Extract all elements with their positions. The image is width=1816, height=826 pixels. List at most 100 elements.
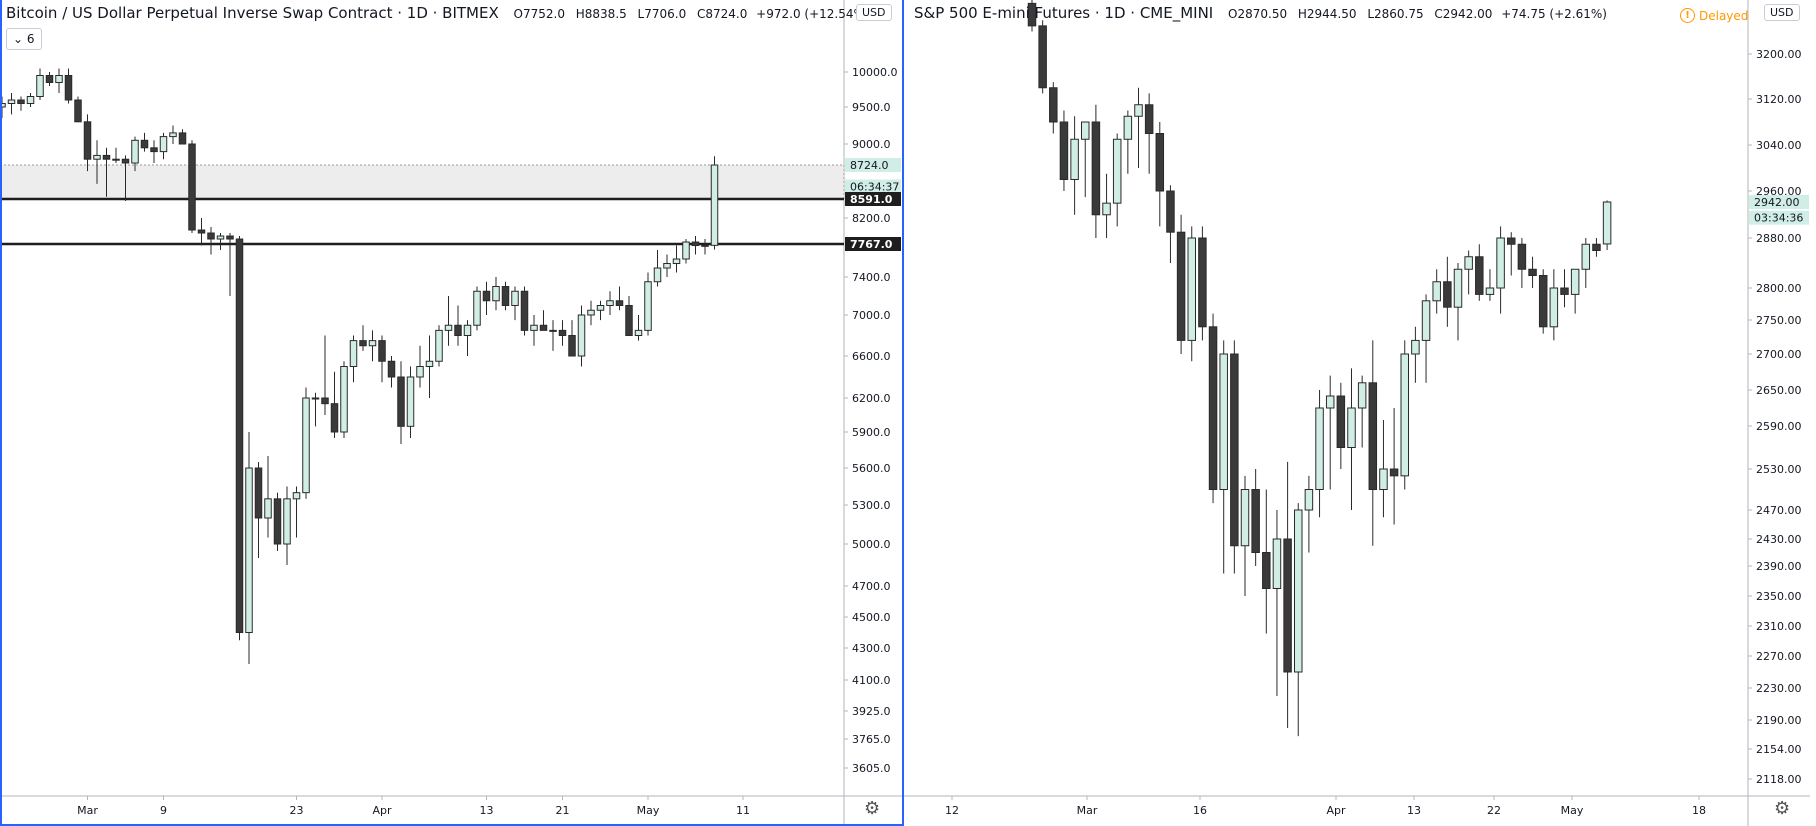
candle[interactable]: [596, 300, 605, 321]
candle[interactable]: [1262, 489, 1271, 634]
candle[interactable]: [1379, 420, 1388, 518]
candle[interactable]: [454, 305, 462, 346]
candle[interactable]: [273, 492, 282, 551]
candle[interactable]: [1475, 244, 1484, 301]
candle[interactable]: [1219, 340, 1228, 574]
candle[interactable]: [178, 129, 187, 145]
candle[interactable]: [1325, 375, 1335, 490]
candle[interactable]: [1549, 269, 1559, 341]
candle[interactable]: [530, 315, 538, 346]
candle[interactable]: [625, 296, 633, 336]
candle[interactable]: [1091, 104, 1101, 238]
candle[interactable]: [435, 325, 443, 367]
candle[interactable]: [159, 132, 168, 160]
candle[interactable]: [207, 227, 215, 255]
candle[interactable]: [701, 239, 709, 255]
candle[interactable]: [121, 155, 130, 201]
candle[interactable]: [1538, 269, 1548, 334]
candle[interactable]: [1485, 269, 1495, 301]
candle[interactable]: [311, 392, 320, 427]
candle[interactable]: [1251, 469, 1260, 566]
candle[interactable]: [1357, 375, 1367, 448]
candle[interactable]: [463, 320, 472, 356]
candle[interactable]: [473, 286, 481, 331]
candle[interactable]: [1421, 294, 1431, 383]
candle[interactable]: [0, 96, 6, 119]
candle[interactable]: [330, 371, 339, 438]
es-chart-canvas[interactable]: 3200.00 3120.00 3040.00 2960.00 2880.00 2800.…: [904, 0, 1816, 826]
candle[interactable]: [425, 335, 434, 399]
candle[interactable]: [682, 239, 690, 264]
price-label[interactable]: 8591.0: [845, 192, 901, 206]
candle[interactable]: [606, 291, 614, 315]
candle[interactable]: [188, 140, 196, 234]
candle[interactable]: [444, 296, 453, 346]
studies-toggle-button[interactable]: ⌄ 6: [6, 28, 42, 50]
candle[interactable]: [577, 305, 586, 367]
candle[interactable]: [359, 325, 367, 351]
candle[interactable]: [150, 140, 158, 164]
candle[interactable]: [492, 277, 500, 311]
candle[interactable]: [112, 147, 120, 164]
candle[interactable]: [1272, 510, 1282, 696]
candle[interactable]: [1208, 313, 1218, 504]
candle[interactable]: [226, 233, 234, 296]
candle[interactable]: [1038, 20, 1047, 94]
candle[interactable]: [1187, 226, 1196, 362]
candle[interactable]: [672, 245, 681, 273]
candle[interactable]: [1283, 461, 1292, 729]
candle[interactable]: [131, 136, 139, 172]
candle[interactable]: [1528, 256, 1537, 288]
candle[interactable]: [1155, 122, 1165, 227]
candle[interactable]: [1304, 475, 1314, 553]
candle[interactable]: [1123, 110, 1133, 174]
candle[interactable]: [1464, 250, 1473, 295]
candle[interactable]: [45, 72, 54, 86]
candle[interactable]: [710, 156, 719, 250]
candle[interactable]: [615, 286, 624, 311]
gear-icon[interactable]: ⚙: [864, 798, 881, 819]
candle[interactable]: [7, 93, 16, 115]
candle[interactable]: [653, 250, 662, 287]
candle[interactable]: [1166, 185, 1175, 263]
candle[interactable]: [1070, 116, 1079, 215]
candle[interactable]: [321, 335, 329, 416]
candle[interactable]: [245, 432, 253, 664]
es-chart-pane[interactable]: 3200.00 3120.00 3040.00 2960.00 2880.00 2800.…: [904, 0, 1816, 826]
candle[interactable]: [1198, 226, 1207, 341]
candle[interactable]: [634, 315, 643, 341]
candle[interactable]: [663, 254, 671, 277]
price-label[interactable]: 8724.0: [845, 158, 901, 172]
candle[interactable]: [1315, 390, 1324, 518]
candle[interactable]: [568, 320, 576, 357]
candle[interactable]: [644, 272, 652, 336]
candle[interactable]: [1049, 82, 1058, 134]
candle[interactable]: [539, 310, 548, 331]
candle[interactable]: [1059, 110, 1069, 192]
candle[interactable]: [558, 320, 567, 346]
candle[interactable]: [169, 125, 177, 145]
candle[interactable]: [83, 114, 92, 172]
candle[interactable]: [1134, 87, 1143, 168]
candle[interactable]: [416, 345, 424, 388]
candle[interactable]: [1592, 238, 1601, 257]
candle[interactable]: [397, 361, 405, 444]
candle[interactable]: [1443, 256, 1452, 327]
candle[interactable]: [1240, 475, 1250, 596]
candle[interactable]: [378, 335, 386, 383]
candle[interactable]: [368, 330, 377, 362]
candle[interactable]: [691, 236, 700, 255]
candle[interactable]: [501, 281, 510, 311]
candle[interactable]: [17, 96, 25, 111]
es-title[interactable]: S&P 500 E-mini Futures · 1D · CME_MINI: [914, 4, 1214, 22]
candle[interactable]: [1432, 269, 1441, 314]
price-label[interactable]: 06:34:37: [845, 179, 901, 194]
candle[interactable]: [482, 281, 491, 315]
candle[interactable]: [1496, 226, 1505, 314]
delayed-badge[interactable]: ! Delayed: [1680, 8, 1748, 23]
candle[interactable]: [216, 233, 225, 251]
price-zone[interactable]: [0, 164, 845, 200]
candle[interactable]: [1230, 340, 1239, 574]
price-label[interactable]: 7767.0: [845, 237, 901, 251]
candle[interactable]: [1102, 173, 1111, 238]
